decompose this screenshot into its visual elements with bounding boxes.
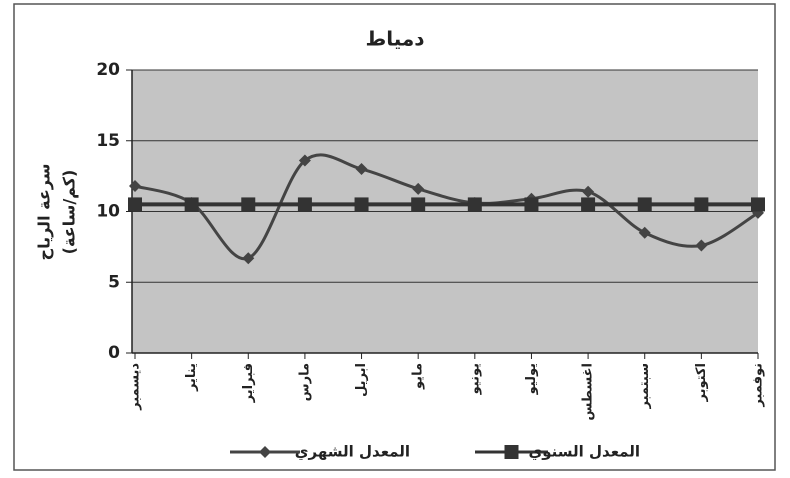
y-tick-label: 20: [96, 60, 120, 80]
legend-marker: [504, 445, 519, 459]
x-tick-label: اغسطس: [581, 363, 596, 421]
x-tick-label: نوفمبر: [751, 363, 766, 408]
y-tick-label: 5: [108, 272, 120, 292]
legend-label: المعدل الشهري: [295, 443, 410, 462]
legend-marker: [259, 446, 271, 458]
x-tick-label: ابريل: [354, 363, 369, 397]
point-marker: [751, 197, 765, 212]
point-marker: [582, 185, 595, 198]
x-tick-label: يوليو: [524, 363, 539, 395]
x-tick-label: فبراير: [241, 363, 256, 403]
point-marker: [524, 197, 539, 212]
x-tick-label: مارس: [297, 363, 312, 401]
x-tick-label: سبتمبر: [637, 363, 652, 410]
point-marker: [354, 197, 369, 212]
y-tick-label: 10: [96, 202, 120, 222]
point-marker: [638, 226, 651, 239]
point-marker: [242, 252, 255, 265]
chart-title: دمياط: [365, 27, 424, 51]
point-marker: [412, 182, 425, 195]
y-tick-label: 0: [108, 343, 120, 363]
y-axis-label: (كم/ساعة): [60, 170, 79, 255]
point-marker: [298, 154, 311, 167]
point-marker: [467, 197, 482, 212]
legend-label: المعدل السنوي: [528, 443, 640, 462]
x-tick-label: يناير: [184, 363, 199, 392]
point-marker: [637, 197, 652, 212]
point-marker: [241, 197, 256, 212]
x-tick-label: اكتوبر: [694, 363, 709, 402]
point-marker: [694, 197, 709, 212]
x-tick-label: ديسمبر: [128, 363, 143, 411]
point-marker: [695, 239, 708, 252]
x-tick-label: مايو: [411, 363, 426, 390]
point-marker: [355, 163, 368, 176]
x-tick-label: يونيو: [467, 363, 482, 395]
point-marker: [411, 197, 426, 212]
y-tick-label: 15: [96, 131, 120, 151]
point-marker: [129, 180, 141, 193]
y-axis-label: سرعة الرياح: [35, 164, 54, 261]
point-marker: [581, 197, 596, 212]
point-marker: [297, 197, 312, 212]
point-marker: [128, 197, 142, 212]
point-marker: [184, 197, 199, 212]
